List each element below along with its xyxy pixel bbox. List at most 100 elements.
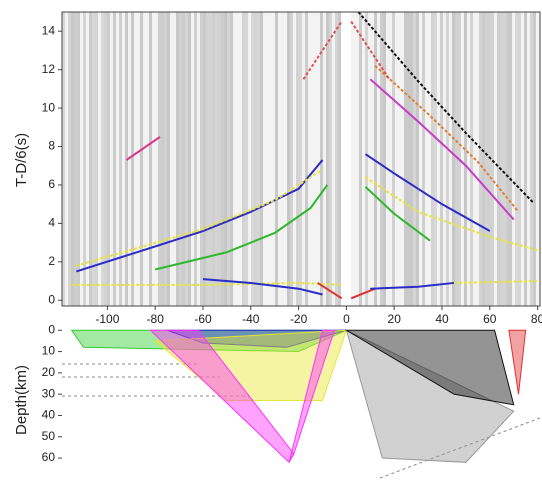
trace-stripe (536, 12, 539, 306)
y-axis-label: Depth(km) (13, 365, 30, 435)
trace-stripe (149, 12, 152, 306)
travel-time-curve (154, 184, 329, 271)
travel-time-curve (364, 186, 431, 242)
y-tick-label: 10 (42, 344, 56, 358)
trace-stripe (107, 12, 110, 306)
x-tick-label: 0 (343, 312, 350, 326)
trace-stripe (365, 12, 368, 306)
layer-boundary (379, 417, 540, 479)
trace-stripe (431, 12, 434, 306)
trace-stripe (170, 12, 173, 306)
y-tick-label: 20 (42, 365, 56, 379)
travel-time-curve (125, 136, 161, 161)
ray-fan (288, 329, 336, 463)
trace-stripe (284, 12, 287, 306)
trace-stripe (161, 12, 164, 306)
trace-stripe (197, 12, 200, 306)
ray-fan (508, 329, 527, 395)
y-axis-label: T-D/6(s) (13, 133, 30, 187)
trace-stripe (182, 12, 185, 306)
trace-stripe (518, 12, 521, 306)
trace-stripe (320, 12, 323, 306)
travel-time-curve (202, 278, 323, 296)
trace-stripe (311, 12, 314, 306)
trace-stripe (386, 12, 389, 306)
y-tick-label: 60 (42, 450, 56, 464)
trace-stripe (260, 12, 263, 306)
trace-stripe (350, 12, 353, 306)
trace-stripe (491, 12, 494, 306)
trace-stripe (389, 12, 392, 306)
trace-stripe (104, 12, 107, 306)
trace-stripe (296, 12, 299, 306)
trace-stripe (80, 12, 83, 306)
trace-stripe (224, 12, 227, 306)
travel-time-curve (76, 159, 324, 273)
trace-stripe (413, 12, 416, 306)
trace-stripe (122, 12, 125, 306)
travel-time-curve (364, 176, 538, 252)
trace-stripe (464, 12, 467, 306)
trace-stripe (452, 12, 455, 306)
trace-stripe (467, 12, 470, 306)
y-tick-label: 6 (48, 177, 55, 191)
trace-stripe (299, 12, 302, 306)
trace-stripe (530, 12, 533, 306)
y-tick-label: 0 (48, 322, 55, 336)
trace-stripe (419, 12, 422, 306)
trace-stripe (482, 12, 485, 306)
trace-stripe (167, 12, 170, 306)
trace-stripe (527, 12, 530, 306)
trace-stripe (515, 12, 518, 306)
trace-stripe (179, 12, 182, 306)
trace-stripe (137, 12, 140, 306)
trace-stripe (146, 12, 149, 306)
trace-stripe (293, 12, 296, 306)
trace-stripe (362, 12, 365, 306)
trace-stripe (533, 12, 536, 306)
y-tick-label: 0 (48, 292, 55, 306)
trace-stripe (110, 12, 113, 306)
x-tick-label: 40 (435, 312, 449, 326)
trace-stripe (332, 12, 335, 306)
x-tick-label: 20 (388, 312, 402, 326)
trace-stripe (359, 12, 362, 306)
ray-fan (153, 329, 348, 402)
plot-area-top (71, 12, 538, 300)
trace-stripe (488, 12, 491, 306)
trace-stripe (200, 12, 203, 306)
trace-stripe (374, 12, 377, 306)
trace-stripe (203, 12, 206, 306)
trace-stripe (338, 12, 341, 306)
trace-stripe (278, 12, 281, 306)
trace-stripe (392, 12, 395, 306)
trace-stripe (494, 12, 497, 306)
ray-fan (345, 329, 515, 463)
trace-stripe (446, 12, 449, 306)
trace-stripe (326, 12, 329, 306)
trace-stripe (428, 12, 431, 306)
travel-time-curve (369, 78, 515, 221)
trace-stripe (455, 12, 458, 306)
trace-stripe (353, 12, 356, 306)
trace-stripe (131, 12, 134, 306)
trace-stripe (305, 12, 308, 306)
trace-stripe (152, 12, 155, 306)
trace-stripe (269, 12, 272, 306)
trace-stripe (230, 12, 233, 306)
y-tick-label: 50 (42, 429, 56, 443)
trace-stripe (323, 12, 326, 306)
travel-time-curve (374, 65, 520, 213)
trace-stripe (173, 12, 176, 306)
trace-stripe (65, 12, 68, 306)
plot-area-bottom (62, 329, 540, 479)
trace-stripe (158, 12, 161, 306)
trace-stripe (497, 12, 500, 306)
x-tick-label: -40 (242, 312, 260, 326)
trace-stripe (188, 12, 191, 306)
trace-stripe (74, 12, 77, 306)
trace-stripe (113, 12, 116, 306)
trace-stripe (500, 12, 503, 306)
trace-stripe (275, 12, 278, 306)
